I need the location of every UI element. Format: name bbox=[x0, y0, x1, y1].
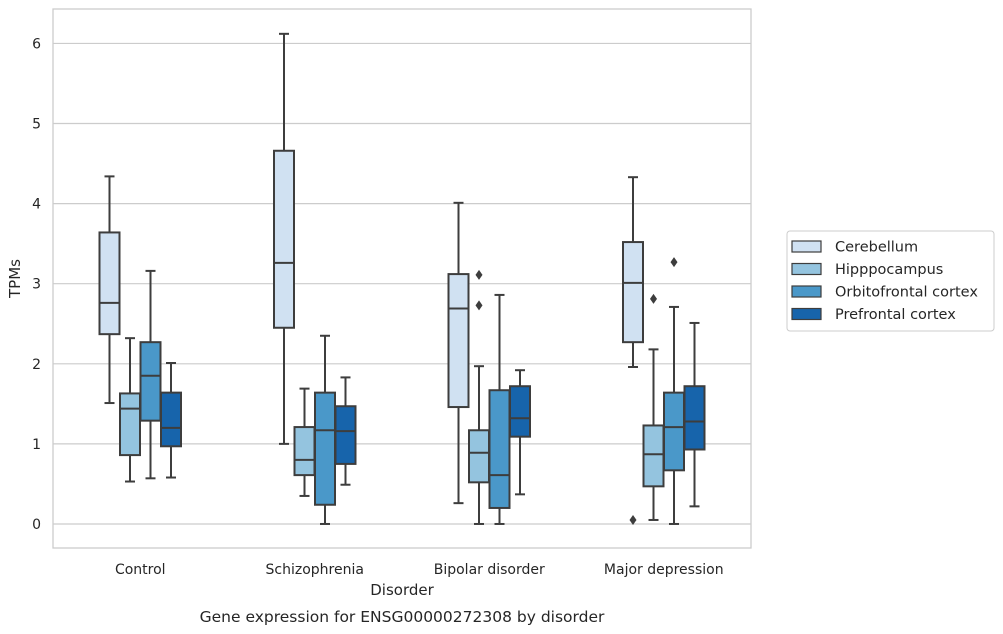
box-body bbox=[119, 392, 141, 457]
box-body bbox=[98, 231, 121, 336]
box-body bbox=[642, 424, 665, 488]
legend-swatch bbox=[791, 285, 822, 298]
box-body bbox=[160, 391, 182, 448]
box-prefrontal-cortex bbox=[509, 369, 531, 496]
legend-label: Orbitofrontal cortex bbox=[835, 285, 978, 301]
x-tick-label: Bipolar disorder bbox=[434, 562, 545, 578]
box-cerebellum bbox=[447, 201, 470, 505]
x-tick-label: Major depression bbox=[604, 562, 724, 578]
legend-swatch bbox=[791, 262, 822, 276]
outlier-point bbox=[629, 514, 637, 525]
y-axis-title: TPMs bbox=[6, 259, 24, 299]
box-orbitofrontal-cortex bbox=[663, 257, 685, 525]
chart-caption: Gene expression for ENSG00000272308 by d… bbox=[200, 608, 605, 626]
y-tick-label: 5 bbox=[32, 117, 41, 133]
box-orbitofrontal-cortex bbox=[139, 269, 162, 480]
legend-label: Prefrontal cortex bbox=[835, 307, 956, 323]
box-body bbox=[509, 385, 531, 438]
box-body bbox=[663, 391, 685, 472]
outlier-point bbox=[475, 300, 483, 311]
box-body bbox=[468, 429, 490, 484]
boxes bbox=[98, 32, 706, 525]
box-prefrontal-cortex bbox=[160, 361, 182, 479]
outlier-point bbox=[650, 293, 657, 304]
y-tick-label: 2 bbox=[32, 357, 41, 373]
y-tick-label: 0 bbox=[32, 517, 41, 533]
legend-label: Cerebellum bbox=[835, 240, 918, 256]
outlier-point bbox=[475, 269, 483, 280]
box-hipppocampus bbox=[468, 269, 490, 525]
box-body bbox=[273, 149, 295, 329]
box-body bbox=[334, 405, 357, 465]
y-tick-label: 3 bbox=[32, 277, 41, 293]
box-orbitofrontal-cortex bbox=[488, 293, 511, 525]
box-body bbox=[139, 341, 162, 422]
legend-label: Hipppocampus bbox=[835, 262, 943, 278]
x-tick-label: Control bbox=[115, 562, 166, 578]
y-tick-label: 4 bbox=[32, 197, 41, 213]
legend-frame bbox=[786, 230, 995, 332]
box-body bbox=[447, 273, 470, 409]
box-prefrontal-cortex bbox=[334, 376, 357, 486]
x-tick-labels: Control Schizophrenia Bipolar disorder Majo… bbox=[115, 562, 724, 578]
box-cerebellum bbox=[273, 32, 295, 445]
box-body bbox=[683, 385, 706, 451]
y-tick-labels: 0 1 2 3 4 5 6 bbox=[32, 36, 41, 533]
box-hipppocampus bbox=[293, 387, 316, 497]
legend-swatch bbox=[791, 240, 822, 253]
x-tick-label: Schizophrenia bbox=[266, 562, 364, 578]
box-hipppocampus bbox=[119, 337, 141, 483]
plot-frame bbox=[52, 8, 752, 549]
outlier-point bbox=[670, 257, 678, 268]
box-body bbox=[314, 391, 336, 506]
legend-swatch bbox=[791, 307, 822, 321]
y-tick-label: 1 bbox=[32, 437, 41, 453]
box-cerebellum bbox=[98, 175, 121, 405]
box-body bbox=[293, 426, 316, 477]
box-cerebellum bbox=[622, 176, 644, 525]
box-body bbox=[488, 389, 511, 509]
box-prefrontal-cortex bbox=[683, 321, 706, 508]
y-tick-label: 6 bbox=[32, 36, 41, 52]
legend: Cerebellum Hipppocampus Orbitofrontal cort… bbox=[786, 230, 995, 332]
box-body bbox=[622, 241, 644, 344]
box-hipppocampus bbox=[642, 293, 665, 521]
x-axis-title: Disorder bbox=[370, 581, 434, 599]
